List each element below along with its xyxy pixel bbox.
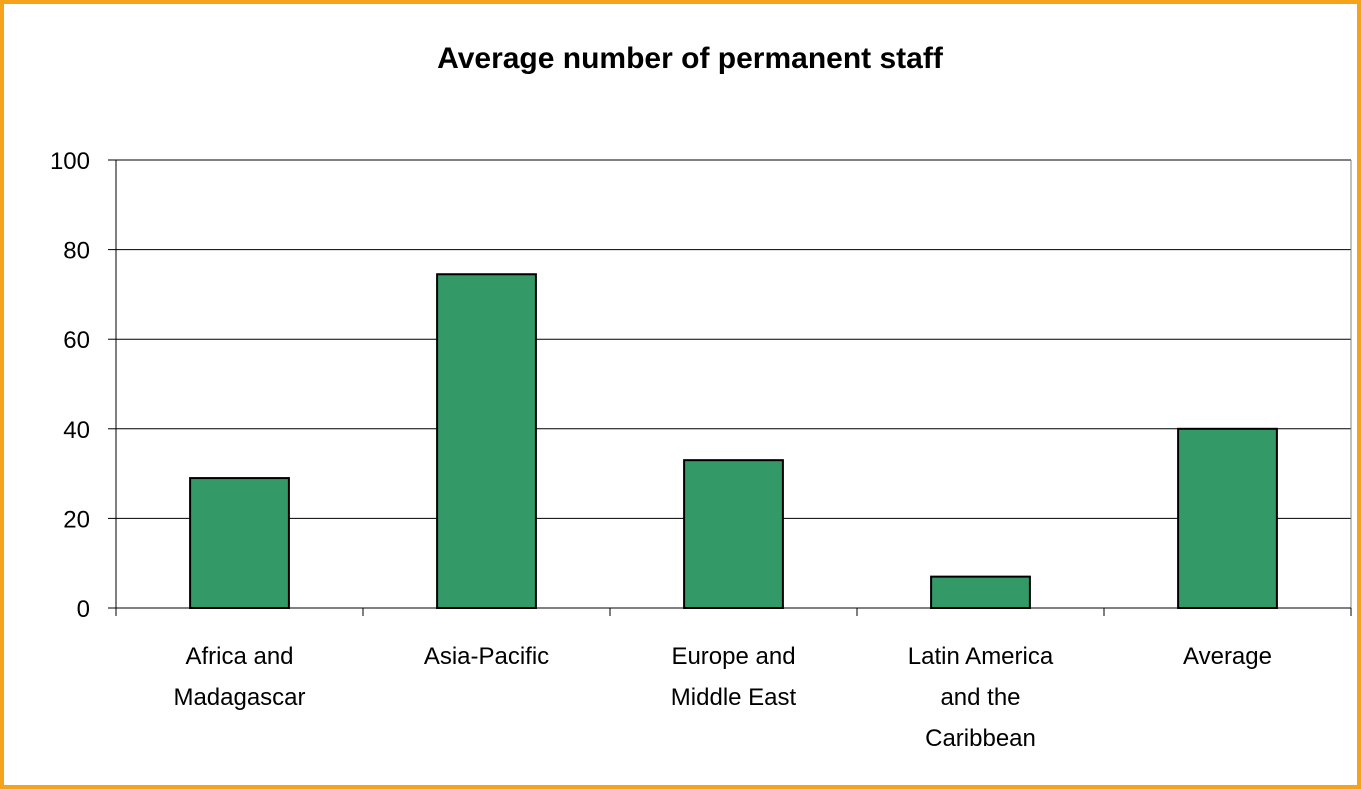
bar bbox=[189, 477, 290, 609]
x-category-label: Asia-Pacific bbox=[424, 643, 549, 670]
bar bbox=[1177, 427, 1278, 609]
bar bbox=[436, 273, 537, 609]
x-axis-category-labels: Africa and Madagascar Asia-Pacific Europe a… bbox=[173, 643, 1272, 752]
x-category-label: Europe and bbox=[671, 643, 795, 670]
y-tick-label: 40 bbox=[63, 417, 90, 444]
chart-title: Average number of permanent staff bbox=[437, 42, 944, 75]
y-tick-label: 20 bbox=[63, 506, 90, 533]
axes bbox=[108, 159, 1352, 616]
x-category-label: Madagascar bbox=[173, 684, 305, 711]
y-axis-tick-labels: 0 20 40 60 80 100 bbox=[50, 148, 90, 623]
x-category-label: Latin America bbox=[908, 643, 1054, 670]
x-category-label: Middle East bbox=[671, 684, 797, 711]
y-tick-label: 60 bbox=[63, 327, 90, 354]
x-category-label: Average bbox=[1183, 643, 1272, 670]
x-category-label: and the bbox=[940, 684, 1020, 711]
x-category-label: Africa and bbox=[185, 643, 293, 670]
bars bbox=[189, 273, 1278, 610]
bar bbox=[930, 575, 1031, 610]
grid-lines bbox=[116, 159, 1351, 519]
y-tick-label: 80 bbox=[63, 238, 90, 265]
bar bbox=[683, 459, 784, 609]
y-tick-label: 0 bbox=[77, 596, 90, 623]
x-category-label: Caribbean bbox=[925, 725, 1036, 752]
y-tick-label: 100 bbox=[50, 148, 90, 175]
